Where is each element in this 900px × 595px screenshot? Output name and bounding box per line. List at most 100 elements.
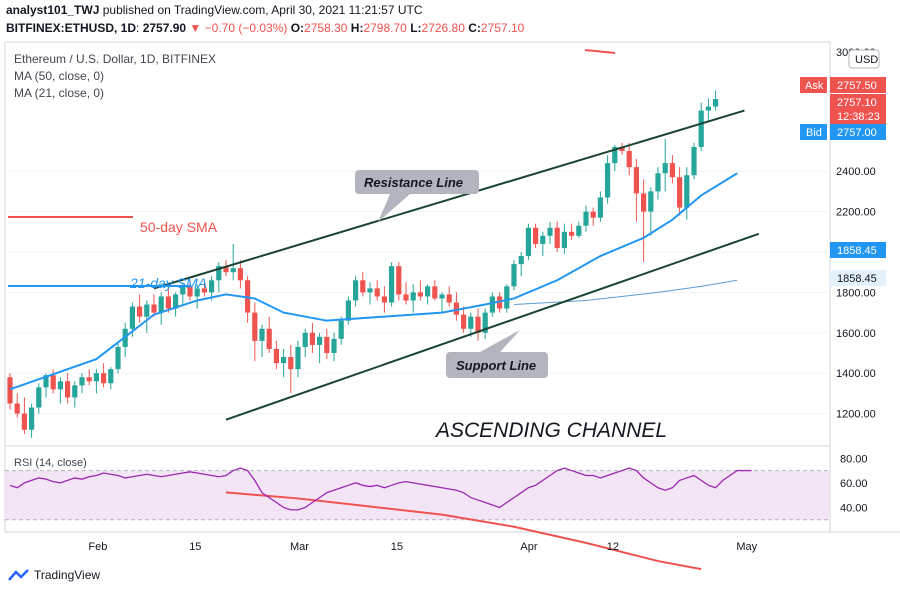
time-tick-label: May bbox=[736, 541, 757, 553]
candle-body bbox=[425, 286, 431, 297]
candle-body bbox=[489, 296, 495, 313]
candle-body bbox=[194, 288, 200, 297]
low-value: 2726.80 bbox=[421, 21, 465, 35]
candle-body bbox=[561, 231, 567, 248]
low-label: L: bbox=[410, 21, 422, 35]
price-tick-label: 1800.00 bbox=[836, 287, 876, 299]
candle-body bbox=[331, 338, 337, 353]
candle-body bbox=[50, 375, 56, 390]
candle-body bbox=[151, 304, 157, 313]
candle-body bbox=[533, 227, 539, 244]
candle-body bbox=[259, 328, 265, 341]
grid bbox=[5, 170, 830, 415]
candle-body bbox=[669, 163, 675, 178]
ma50-value: 1858.45 bbox=[837, 245, 877, 257]
candle-body bbox=[309, 332, 315, 345]
candle-body bbox=[677, 177, 683, 208]
main-pane-frame bbox=[4, 41, 831, 447]
candle-body bbox=[338, 320, 344, 339]
currency-box[interactable] bbox=[848, 49, 880, 69]
candle-body bbox=[518, 256, 524, 265]
tradingview-logo-icon bbox=[8, 569, 29, 581]
ask-value: 2757.50 bbox=[837, 80, 877, 92]
candle-body bbox=[65, 381, 71, 398]
candle-body bbox=[353, 280, 359, 301]
candle-body bbox=[461, 314, 467, 329]
candle-body bbox=[288, 357, 294, 370]
candle-body bbox=[446, 294, 452, 303]
ask-tag bbox=[800, 77, 827, 93]
candle-body bbox=[475, 316, 481, 333]
sma21-label: 21-day SMA bbox=[129, 275, 207, 291]
candle-body bbox=[14, 403, 20, 414]
candle-body bbox=[36, 387, 42, 408]
last-price-value: 2757.10 bbox=[837, 97, 877, 109]
candle-body bbox=[115, 346, 121, 370]
candle-body bbox=[374, 288, 380, 297]
ma21-line bbox=[9, 172, 738, 391]
candle-body bbox=[317, 336, 323, 345]
candle-body bbox=[360, 280, 366, 293]
last-price-box bbox=[830, 94, 886, 124]
resistance-callout: Resistance Line bbox=[355, 170, 479, 222]
candle-body bbox=[410, 292, 416, 301]
price-tick-label: 1200.00 bbox=[836, 409, 876, 421]
candle-body bbox=[482, 312, 488, 333]
candle-body bbox=[266, 328, 272, 349]
ohlc-header: BITFINEX:ETHUSD, 1D: 2757.90 ▼ −0.70 (−0… bbox=[6, 21, 525, 35]
high-label: H: bbox=[350, 21, 364, 35]
candle-body bbox=[432, 286, 438, 299]
candle-body bbox=[245, 280, 251, 313]
candle-body bbox=[612, 146, 618, 164]
candle-body bbox=[554, 227, 560, 248]
candle-body bbox=[540, 235, 546, 244]
legend-title: Ethereum / U.S. Dollar, 1D, BITFINEX bbox=[14, 52, 216, 66]
candle-body bbox=[101, 373, 107, 384]
published-text: published on TradingView.com, April 30, … bbox=[102, 3, 423, 17]
candle-body bbox=[511, 264, 517, 287]
candle-body bbox=[324, 336, 330, 353]
symbol-label: BITFINEX:ETHUSD, 1D bbox=[6, 21, 137, 35]
candle-body bbox=[403, 294, 409, 301]
rsi-tick-label: 80.00 bbox=[840, 453, 868, 465]
time-axis-ticks: Feb 15 Mar 15 Apr 12 May bbox=[88, 541, 757, 553]
ma50-value-box bbox=[830, 242, 886, 258]
candle-body bbox=[252, 312, 258, 341]
candle-body bbox=[583, 211, 589, 226]
time-tick-label: Mar bbox=[290, 541, 309, 553]
price-tick-label: 2400.00 bbox=[836, 166, 876, 178]
legend-ma50: MA (50, close, 0) bbox=[14, 69, 104, 83]
indicator-lines bbox=[9, 109, 760, 571]
candle-body bbox=[93, 373, 99, 382]
candle-body bbox=[389, 266, 395, 303]
footer-brand-label: TradingView bbox=[34, 568, 101, 582]
candle-body bbox=[345, 300, 351, 321]
candle-body bbox=[547, 227, 553, 236]
candle-body bbox=[504, 286, 510, 309]
candle-body bbox=[57, 381, 63, 390]
price-axis-ticks: 1200.001400.001600.001800.002000.002200.… bbox=[836, 166, 876, 420]
footer-brand[interactable]: TradingView bbox=[8, 568, 100, 582]
candle-body bbox=[396, 266, 402, 295]
rsi-series bbox=[9, 467, 752, 511]
ma50-top-segment bbox=[584, 49, 616, 54]
price-tick-label: 2200.00 bbox=[836, 207, 876, 219]
candle-body bbox=[209, 280, 215, 293]
candle-body bbox=[648, 191, 654, 212]
rsi-tick-label: 40.00 bbox=[840, 502, 868, 514]
candle-body bbox=[187, 286, 193, 297]
candle-body bbox=[72, 385, 78, 398]
candle-body bbox=[626, 151, 632, 168]
bid-value-box bbox=[830, 124, 886, 140]
time-tick-label: 12 bbox=[607, 541, 619, 553]
candle-body bbox=[281, 357, 287, 364]
candle-body bbox=[569, 231, 575, 236]
rsi-axis-ticks: 40.00 60.00 80.00 bbox=[840, 453, 868, 514]
candle-body bbox=[525, 227, 531, 257]
support-line bbox=[225, 232, 760, 421]
candle-body bbox=[230, 268, 236, 273]
time-tick-label: Apr bbox=[520, 541, 537, 553]
publisher-name[interactable]: analyst101_TWJ bbox=[6, 3, 100, 17]
candle-body bbox=[590, 211, 596, 218]
